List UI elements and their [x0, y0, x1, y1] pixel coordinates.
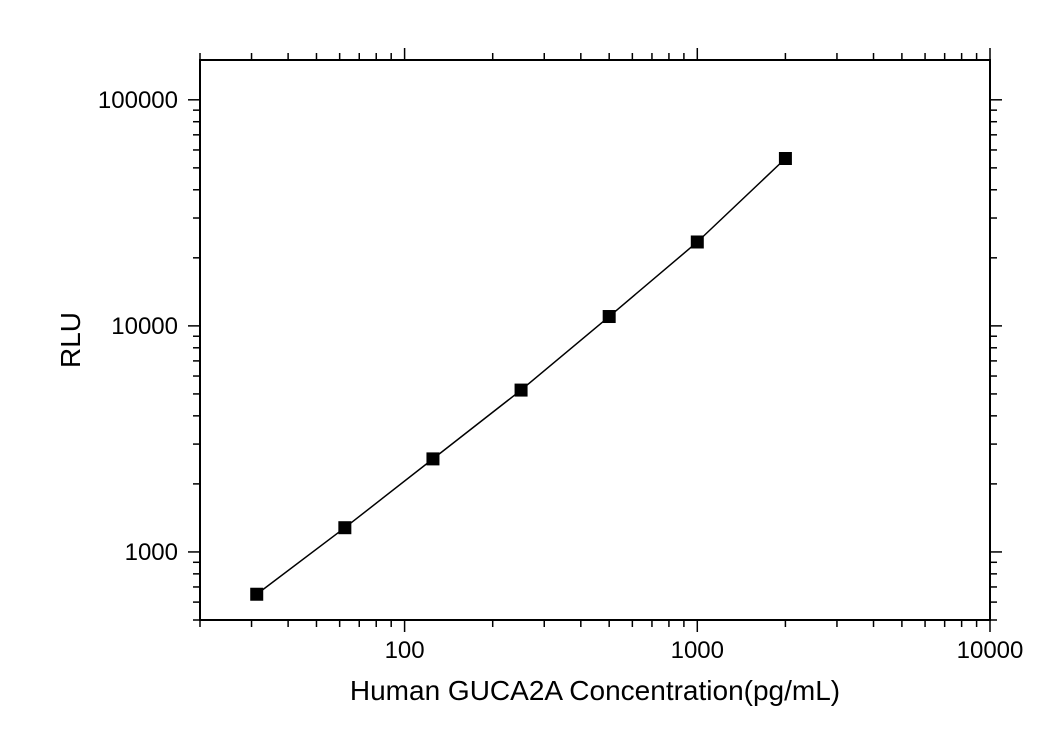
data-point: [339, 522, 351, 534]
y-tick-label: 1000: [125, 539, 178, 566]
x-tick-label: 10000: [957, 637, 1024, 664]
x-axis-label: Human GUCA2A Concentration(pg/mL): [350, 675, 840, 706]
data-point: [779, 153, 791, 165]
data-point: [691, 236, 703, 248]
y-tick-label: 10000: [111, 313, 178, 340]
chart-svg: 100 1000 10000 1000 10000 100000 Human GUCA2A …: [0, 0, 1060, 744]
chart-container: 100 1000 10000 1000 10000 100000 Human GUCA2A …: [0, 0, 1060, 744]
x-tick-label: 100: [385, 637, 425, 664]
data-point: [427, 453, 439, 465]
data-point: [603, 311, 615, 323]
x-tick-label: 1000: [671, 637, 724, 664]
y-tick-label: 100000: [98, 87, 178, 114]
y-axis-label: RLU: [55, 312, 86, 368]
data-point: [251, 588, 263, 600]
data-point: [515, 384, 527, 396]
